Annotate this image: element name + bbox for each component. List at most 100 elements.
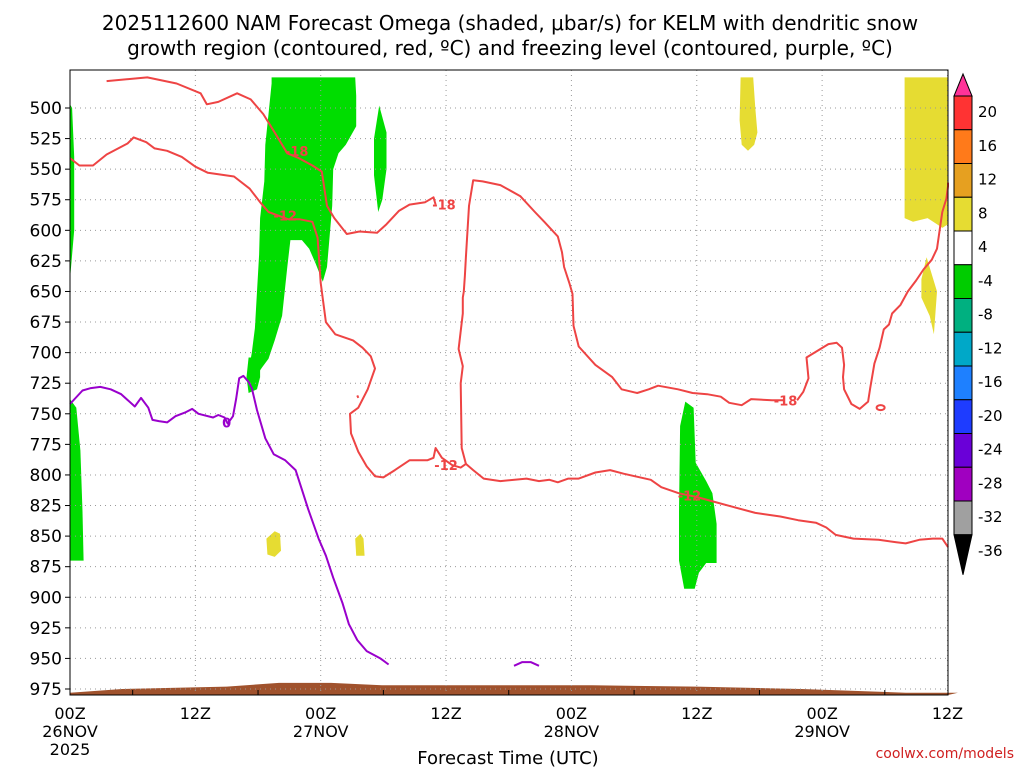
omega-region-green-2 xyxy=(70,104,75,280)
isotherm-contour-3 xyxy=(465,463,949,548)
colorbar-top-arrow xyxy=(953,72,973,97)
contour-label-0: -18 xyxy=(285,145,309,160)
omega-region-green-5 xyxy=(679,401,717,589)
colorbar-swatch-9 xyxy=(953,399,973,434)
colorbar-label-7: -12 xyxy=(978,339,1003,357)
contour-label-5: -18 xyxy=(774,394,798,409)
x-tick-label-12: 12Z xyxy=(180,704,211,723)
terrain-fill xyxy=(70,682,958,695)
colorbar-swatch-5 xyxy=(953,264,973,299)
y-tick-label-850: 850 xyxy=(30,527,62,547)
y-tick-label-675: 675 xyxy=(30,313,62,333)
y-tick-label-800: 800 xyxy=(30,466,62,486)
x-tick-label-72: 00Z xyxy=(806,704,837,723)
x-tick-date-0: 26NOV xyxy=(42,722,98,741)
colorbar-swatch-4 xyxy=(953,230,973,266)
contour-labels: -18 -12 -18 -12 -12 -18 0 xyxy=(222,145,797,505)
contour-lines xyxy=(69,76,949,667)
colorbar-bottom-arrow xyxy=(953,534,973,575)
x-tick-label-48: 00Z xyxy=(556,704,587,723)
y-tick-label-950: 950 xyxy=(30,649,62,669)
isotherm-contour-1 xyxy=(69,136,785,479)
colorbar-label-10: -24 xyxy=(978,441,1003,459)
x-tick-label-84: 12Z xyxy=(932,704,963,723)
y-tick-label-875: 875 xyxy=(30,558,62,578)
colorbar-swatch-2 xyxy=(953,163,973,198)
omega-region-yellow-8 xyxy=(921,257,937,335)
colorbar-label-3: 8 xyxy=(978,204,988,222)
omega-region-yellow-9 xyxy=(266,531,281,557)
x-tick-label-36: 12Z xyxy=(430,704,461,723)
colorbar-swatch-3 xyxy=(953,196,973,232)
x-tick-year-0: 2025 xyxy=(50,740,91,759)
omega-region-green-3 xyxy=(246,357,261,393)
y-tick-label-825: 825 xyxy=(30,497,62,517)
y-tick-label-575: 575 xyxy=(30,191,62,211)
isotherm-tick xyxy=(356,395,360,399)
terrain-ground xyxy=(70,682,958,695)
x-tick-label-24: 00Z xyxy=(305,704,336,723)
isotherm-contour-2 xyxy=(796,182,949,410)
colorbar-label-0: 20 xyxy=(978,103,997,121)
contour-label-4: -12 xyxy=(678,490,702,505)
omega-region-yellow-10 xyxy=(355,533,365,556)
colorbar: 20 16 12 8 4 -4 -8 -12 -16 -20 -24 -28 -32 -36 xyxy=(953,72,1003,575)
y-tick-label-975: 975 xyxy=(30,680,62,700)
colorbar-label-5: -4 xyxy=(978,272,993,290)
y-tick-label-600: 600 xyxy=(30,221,62,241)
colorbar-label-1: 16 xyxy=(978,137,997,155)
colorbar-swatch-7 xyxy=(953,331,973,367)
y-tick-label-650: 650 xyxy=(30,282,62,302)
y-tick-label-775: 775 xyxy=(30,435,62,455)
omega-region-yellow-7 xyxy=(904,77,948,228)
y-tick-label-625: 625 xyxy=(30,252,62,272)
y-tick-label-750: 750 xyxy=(30,405,62,425)
chart-title-line2: growth region (contoured, red, ºC) and f… xyxy=(127,36,893,60)
x-tick-label-60: 12Z xyxy=(681,704,712,723)
credit-text: coolwx.com/models xyxy=(876,746,1014,762)
grid-lines xyxy=(69,70,948,695)
contour-label-3: -12 xyxy=(434,459,458,474)
x-axis-label: Forecast Time (UTC) xyxy=(417,748,598,768)
colorbar-swatch-6 xyxy=(953,298,973,333)
y-tick-label-500: 500 xyxy=(30,99,62,119)
contour-label-2: -18 xyxy=(432,199,456,214)
chart-title-line1: 2025112600 NAM Forecast Omega (shaded, μ… xyxy=(102,11,918,35)
freezing-contour-4 xyxy=(69,374,390,666)
y-tick-label-725: 725 xyxy=(30,374,62,394)
x-tick-date-72: 29NOV xyxy=(794,722,850,741)
colorbar-label-4: 4 xyxy=(978,238,988,256)
omega-region-green-0 xyxy=(247,77,357,378)
y-tick-label-900: 900 xyxy=(30,588,62,608)
colorbar-swatch-0 xyxy=(953,95,973,131)
omega-region-green-4 xyxy=(70,399,84,561)
colorbar-swatch-8 xyxy=(953,365,973,401)
x-tick-date-48: 28NOV xyxy=(544,722,600,741)
colorbar-swatch-12 xyxy=(953,500,973,536)
plot-frame xyxy=(69,69,949,696)
y-tick-label-525: 525 xyxy=(30,130,62,150)
colorbar-swatch-10 xyxy=(953,433,973,468)
colorbar-label-8: -16 xyxy=(978,373,1003,391)
x-tick-date-24: 27NOV xyxy=(293,722,349,741)
contour-label-1: -12 xyxy=(273,210,297,225)
omega-region-yellow-6 xyxy=(739,77,758,151)
colorbar-swatch-1 xyxy=(953,129,973,164)
isotherm-small-ring xyxy=(875,404,886,412)
y-tick-label-925: 925 xyxy=(30,619,62,639)
omega-region-green-1 xyxy=(374,105,387,212)
y-tick-label-550: 550 xyxy=(30,160,62,180)
colorbar-label-2: 12 xyxy=(978,171,997,189)
colorbar-swatch-11 xyxy=(953,466,973,502)
colorbar-label-9: -20 xyxy=(978,407,1003,425)
colorbar-label-12: -32 xyxy=(978,508,1003,526)
isotherm-contour-0 xyxy=(106,76,437,235)
contour-label-6: 0 xyxy=(222,416,231,431)
y-axis: 500 525 550 575 600 625 650 675 700 725 750 775 800 8… xyxy=(30,99,70,700)
colorbar-label-11: -28 xyxy=(978,474,1003,492)
omega-shading xyxy=(70,77,948,589)
x-tick-label-0: 00Z xyxy=(54,704,85,723)
colorbar-label-6: -8 xyxy=(978,306,993,324)
